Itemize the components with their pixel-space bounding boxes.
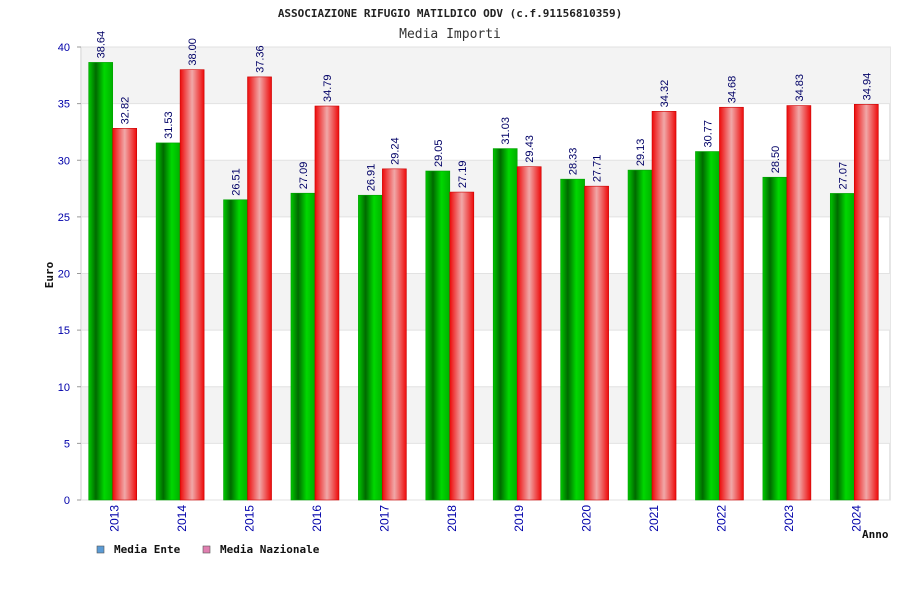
y-tick-label: 20: [58, 269, 70, 281]
value-labels: 38.64 32.82 31.53 38.00 26.51 37.36 27.09 34.79…: [96, 31, 874, 196]
bar-media-ente: [155, 142, 181, 501]
data-label: 31.53: [163, 111, 175, 139]
data-label: 38.00: [187, 38, 199, 66]
bar-media-nazionale: [382, 168, 407, 501]
data-label: 29.05: [433, 139, 445, 167]
bars: [88, 62, 879, 501]
data-label: 38.64: [96, 31, 108, 59]
y-axis-ticks: 0 5 10 15 20 25 30 35 40: [58, 42, 70, 507]
data-label: 30.77: [702, 120, 714, 148]
bar-media-nazionale: [314, 105, 340, 501]
y-tick-label: 15: [58, 325, 70, 337]
x-tick-label: 2023: [782, 505, 796, 532]
data-label: 37.36: [255, 45, 267, 73]
bar-media-ente: [88, 62, 114, 501]
data-label: 27.07: [837, 162, 849, 190]
bar-media-nazionale: [719, 106, 744, 501]
legend-label: Media Nazionale: [220, 543, 320, 556]
data-label: 32.82: [120, 97, 132, 125]
data-label: 31.03: [500, 117, 512, 145]
data-label: 34.68: [726, 76, 738, 104]
bar-media-ente: [829, 193, 855, 501]
legend: Media Ente Media Nazionale: [96, 543, 320, 556]
data-label: 27.71: [592, 155, 604, 183]
y-tick-label: 40: [58, 42, 70, 54]
bar-media-nazionale: [449, 191, 475, 501]
data-label: 34.94: [861, 73, 873, 101]
chart-title: ASSOCIAZIONE RIFUGIO MATILDICO ODV (c.f.…: [278, 7, 622, 20]
bar-media-nazionale: [179, 69, 205, 501]
legend-swatch: [96, 545, 105, 554]
chart-subtitle: Media Importi: [399, 27, 501, 42]
data-label: 34.32: [659, 80, 671, 108]
x-tick-label: 2018: [445, 505, 459, 532]
bar-media-nazionale: [112, 128, 138, 501]
data-label: 27.09: [298, 162, 310, 190]
data-label: 29.24: [389, 137, 401, 165]
bar-media-nazionale: [516, 166, 542, 501]
x-tick-label: 2016: [310, 505, 324, 532]
grid-lines: [77, 46, 890, 501]
grid-band: [82, 160, 890, 217]
data-label: 29.43: [524, 135, 536, 163]
y-axis-label: Euro: [43, 261, 56, 288]
bar-media-ente: [762, 176, 788, 501]
x-tick-label: 2013: [108, 505, 122, 532]
data-label: 34.83: [794, 74, 806, 102]
data-label: 27.19: [457, 161, 469, 189]
y-tick-label: 30: [58, 155, 70, 167]
legend-swatch: [202, 545, 211, 554]
x-tick-label: 2015: [243, 505, 257, 532]
bar-media-nazionale: [853, 104, 879, 501]
bar-media-nazionale: [247, 76, 272, 501]
data-label: 29.13: [635, 139, 647, 167]
bar-media-nazionale: [786, 105, 812, 501]
grid-band: [82, 273, 890, 331]
x-tick-label: 2017: [377, 505, 391, 532]
data-label: 28.50: [770, 146, 782, 174]
data-label: 34.79: [322, 74, 334, 102]
bar-media-ente: [560, 178, 585, 501]
grid-band: [82, 386, 890, 444]
x-tick-label: 2019: [512, 505, 526, 532]
y-tick-label: 25: [58, 212, 70, 224]
y-tick-label: 5: [64, 438, 70, 450]
x-tick-label: 2020: [580, 505, 594, 532]
data-label: 26.51: [231, 168, 243, 196]
y-tick-label: 35: [58, 99, 70, 111]
bar-media-nazionale: [651, 111, 677, 501]
x-tick-label: 2022: [714, 505, 728, 532]
bar-media-nazionale: [584, 185, 609, 501]
data-label: 28.33: [568, 148, 580, 176]
bar-media-ente: [695, 151, 720, 501]
bar-media-ente: [290, 192, 316, 501]
x-tick-label: 2014: [175, 505, 189, 532]
legend-label: Media Ente: [114, 543, 181, 556]
bar-media-ente: [492, 148, 518, 501]
data-label: 26.91: [365, 164, 377, 192]
grid-band: [82, 47, 890, 104]
x-axis-label: Anno: [862, 528, 889, 541]
bar-media-ente: [223, 199, 248, 501]
y-tick-label: 10: [58, 382, 70, 394]
x-tick-label: 2024: [849, 505, 863, 532]
bar-media-ente: [627, 169, 653, 501]
bar-media-ente: [358, 194, 383, 501]
bar-media-ente: [425, 170, 451, 501]
y-tick-label: 0: [64, 495, 70, 507]
x-tick-label: 2021: [647, 505, 661, 532]
x-axis-ticks: 2013 2014 2015 2016 2017 2018 2019 2020 2021 2022…: [108, 505, 864, 532]
